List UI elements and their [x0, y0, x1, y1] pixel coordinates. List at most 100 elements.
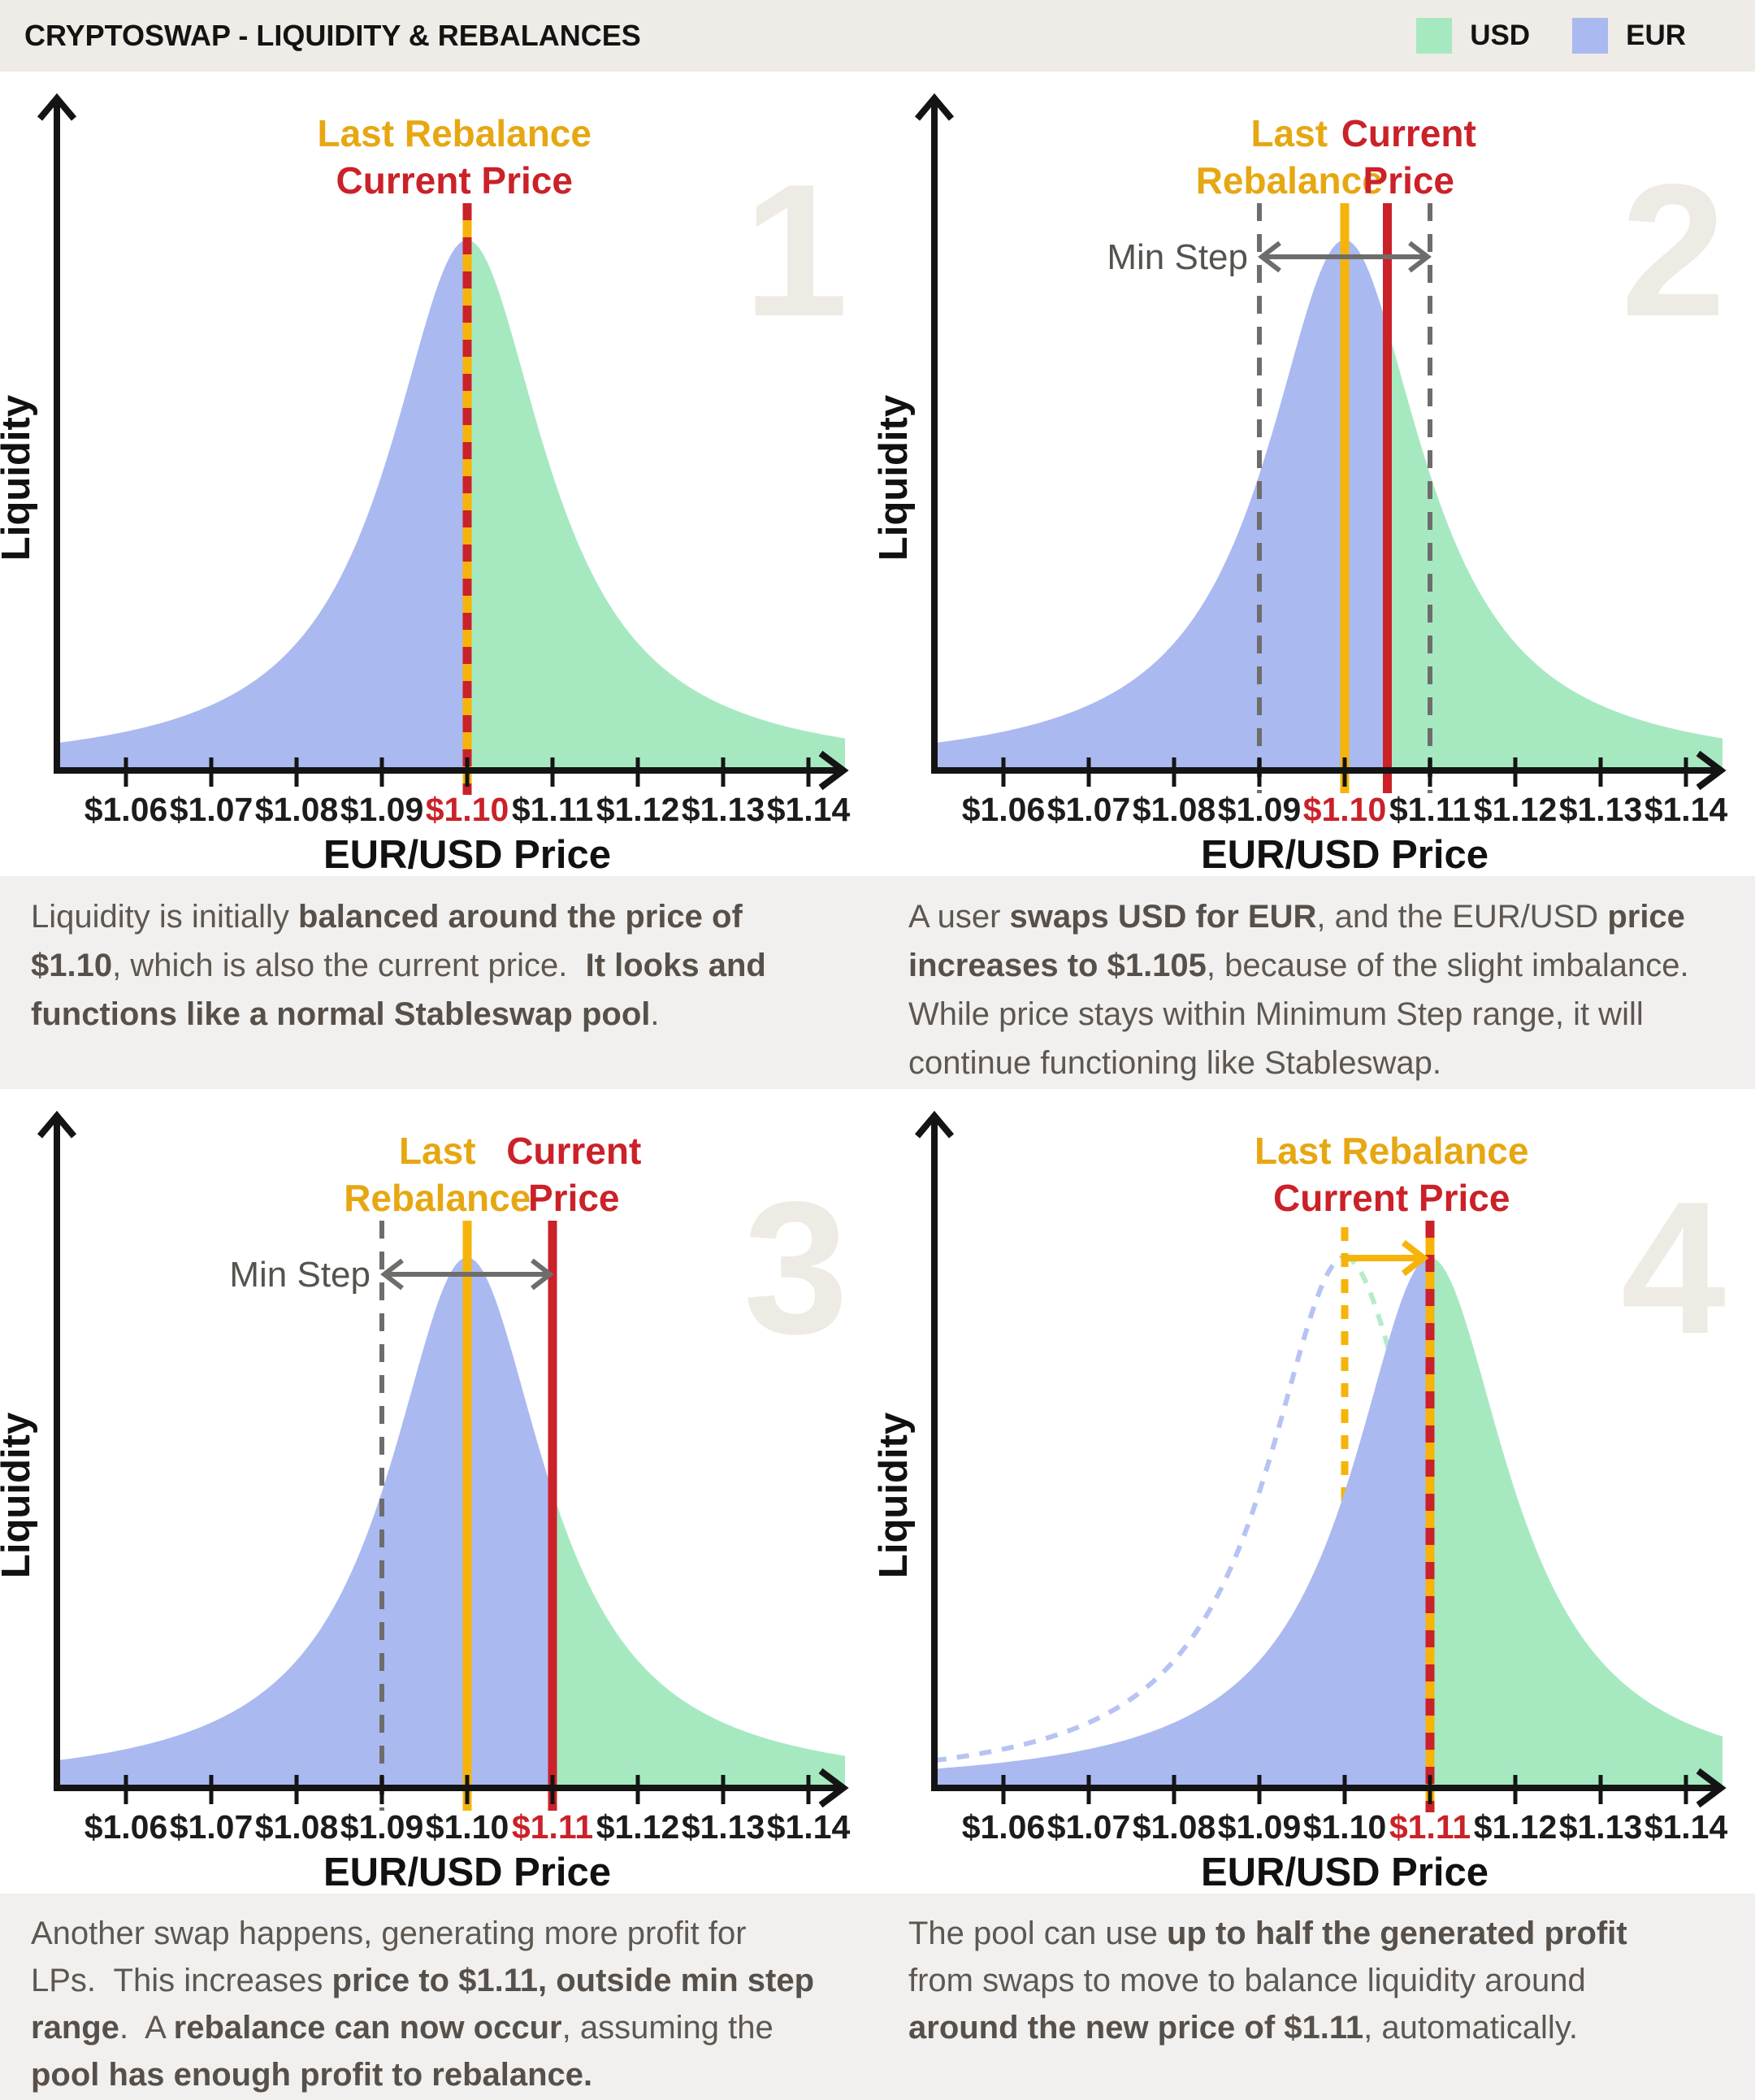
caption-bold-text: up to half the generated profit	[1167, 1916, 1627, 1951]
charts-row-bottom: 3 Min Step $1.06 $1.07 $1.08 $1.09 $1.10 $1.11 $…	[0, 1089, 1755, 1894]
tick-label: $1.06	[84, 1808, 168, 1846]
caption-bold-text: rebalance can now occur	[173, 2010, 562, 2046]
last-rebalance-label: Rebalance	[1196, 159, 1383, 202]
caption-text: The pool can use	[908, 1916, 1167, 1951]
caption-bold-text: balanced around the price of $1.10	[31, 899, 743, 983]
current-price-label: Current Price	[1273, 1177, 1510, 1219]
panel-3-chart: 3 Min Step $1.06 $1.07 $1.08 $1.09 $1.10 $1.11 $…	[0, 1089, 878, 1894]
caption-text: . A	[119, 2010, 174, 2046]
min-step-label: Min Step	[1107, 237, 1248, 277]
tick-label: $1.08	[1133, 1808, 1216, 1846]
last-rebalance-label: Last	[399, 1130, 476, 1172]
y-axis-arrowhead	[914, 93, 955, 121]
caption-bold-text: around the new price of $1.11	[908, 2010, 1364, 2046]
tick-label: $1.13	[682, 791, 765, 828]
liquidity-area-usd	[1430, 1257, 1722, 1788]
x-axis-arrowhead	[818, 750, 849, 791]
caption-text: , because of the slight imbalance. While…	[908, 948, 1689, 1081]
ghost-curve-eur	[934, 1255, 1346, 1764]
legend-label: USD	[1470, 20, 1531, 51]
liquidity-area-eur	[57, 240, 467, 770]
arrowhead	[531, 1258, 554, 1291]
caption-panel-1: Liquidity is initially balanced around t…	[0, 876, 878, 1089]
tick-label: $1.13	[682, 1808, 765, 1846]
panel-1-chart: 1 $1.06 $1.07 $1.08 $1.09 $1.10 $1.11 $1.12 $1.1…	[0, 72, 878, 876]
liquidity-area-usd	[467, 240, 845, 770]
tick-label: $1.09	[340, 1808, 424, 1846]
tick-label: $1.08	[255, 791, 339, 828]
x-axis-arrowhead	[818, 1768, 849, 1808]
caption-text: Another swap happens, generating more pr…	[31, 1916, 747, 1998]
y-axis-arrowhead	[37, 93, 77, 121]
caption-panel-2: A user swaps USD for EUR, and the EUR/US…	[878, 876, 1755, 1089]
tick-label: $1.11	[512, 1808, 593, 1846]
tick-label: $1.07	[1047, 791, 1131, 828]
panel-number: 2	[1621, 145, 1726, 356]
tick-label: $1.07	[170, 1808, 254, 1846]
tick-label: $1.10	[1303, 791, 1387, 828]
arrowhead	[380, 1258, 404, 1291]
arrowhead	[1258, 241, 1281, 273]
arrowhead	[1401, 1239, 1429, 1277]
x-axis-label: EUR/USD Price	[1201, 1851, 1488, 1894]
tick-label: $1.06	[962, 1808, 1046, 1846]
current-price-label: Price	[528, 1177, 620, 1219]
last-rebalance-label: Rebalance	[344, 1177, 531, 1219]
caption-text: .	[650, 996, 660, 1032]
legend-swatch-eur	[1572, 18, 1609, 54]
tick-label: $1.12	[596, 1808, 680, 1846]
tick-label: $1.08	[255, 1808, 339, 1846]
x-axis-label: EUR/USD Price	[323, 1851, 611, 1894]
panel-number: 4	[1621, 1163, 1726, 1373]
y-axis-label: Liquidity	[0, 1412, 38, 1578]
panel-4-chart: 4 $1.06 $1.07 $1.08 $1.09 $1.10 $1.11 $1.12 $1.1…	[878, 1089, 1755, 1894]
y-axis-arrowhead	[914, 1110, 955, 1139]
tick-label: $1.07	[170, 791, 254, 828]
legend-swatch-usd	[1416, 18, 1453, 54]
tick-label: $1.14	[1644, 1808, 1728, 1846]
charts-row-top: 1 $1.06 $1.07 $1.08 $1.09 $1.10 $1.11 $1.12 $1.1…	[0, 72, 1755, 876]
arrowhead	[1408, 241, 1432, 273]
caption-bold-text: swaps USD for EUR	[1009, 899, 1317, 935]
legend-label: EUR	[1626, 20, 1686, 51]
tick-label: $1.10	[426, 791, 509, 828]
caption-bold-text: price to $1.11, outside min step range	[31, 1963, 815, 2046]
liquidity-area-usd	[552, 1491, 845, 1788]
tick-label: $1.09	[1218, 1808, 1302, 1846]
current-price-label: Current Price	[336, 159, 573, 202]
y-axis-label: Liquidity	[0, 395, 38, 561]
captions-row-top: Liquidity is initially balanced around t…	[0, 876, 1755, 1089]
tick-label: $1.12	[1474, 1808, 1558, 1846]
caption-panel-3: Another swap happens, generating more pr…	[0, 1894, 878, 2100]
min-step-label: Min Step	[229, 1255, 370, 1295]
caption-bold-text: pool has enough profit to rebalance.	[31, 2057, 593, 2093]
caption-text: from swaps to move to balance liquidity …	[908, 1963, 1586, 1998]
caption-panel-4: The pool can use up to half the generate…	[878, 1894, 1755, 2100]
tick-label: $1.14	[767, 1808, 851, 1846]
tick-label: $1.08	[1133, 791, 1216, 828]
legend-item-usd: USD	[1416, 18, 1530, 54]
tick-label: $1.10	[1303, 1808, 1387, 1846]
legend: USD EUR	[1416, 18, 1686, 54]
tick-label: $1.11	[512, 791, 593, 828]
caption-text: , and the EUR/USD	[1316, 899, 1608, 935]
x-axis-label: EUR/USD Price	[1201, 833, 1488, 876]
liquidity-area-eur	[934, 1257, 1430, 1788]
last-rebalance-label: Last Rebalance	[318, 112, 592, 154]
tick-label: $1.10	[426, 1808, 509, 1846]
panel-2-chart: 2 Min Step $1.06 $1.07 $1.08 $1.09 $1.10 $1.11 $…	[878, 72, 1755, 876]
tick-label: $1.06	[962, 791, 1046, 828]
y-axis-label: Liquidity	[878, 1412, 916, 1578]
x-axis-label: EUR/USD Price	[323, 833, 611, 876]
tick-label: $1.07	[1047, 1808, 1131, 1846]
liquidity-area-usd	[1387, 327, 1722, 770]
tick-label: $1.12	[596, 791, 680, 828]
tick-label: $1.06	[84, 791, 168, 828]
tick-label: $1.09	[340, 791, 424, 828]
captions-row-bottom: Another swap happens, generating more pr…	[0, 1894, 1755, 2100]
current-price-label: Current	[1341, 112, 1476, 154]
caption-bold-text: price increases to $1.105	[908, 899, 1685, 983]
tick-label: $1.12	[1474, 791, 1558, 828]
tick-label: $1.13	[1559, 1808, 1643, 1846]
